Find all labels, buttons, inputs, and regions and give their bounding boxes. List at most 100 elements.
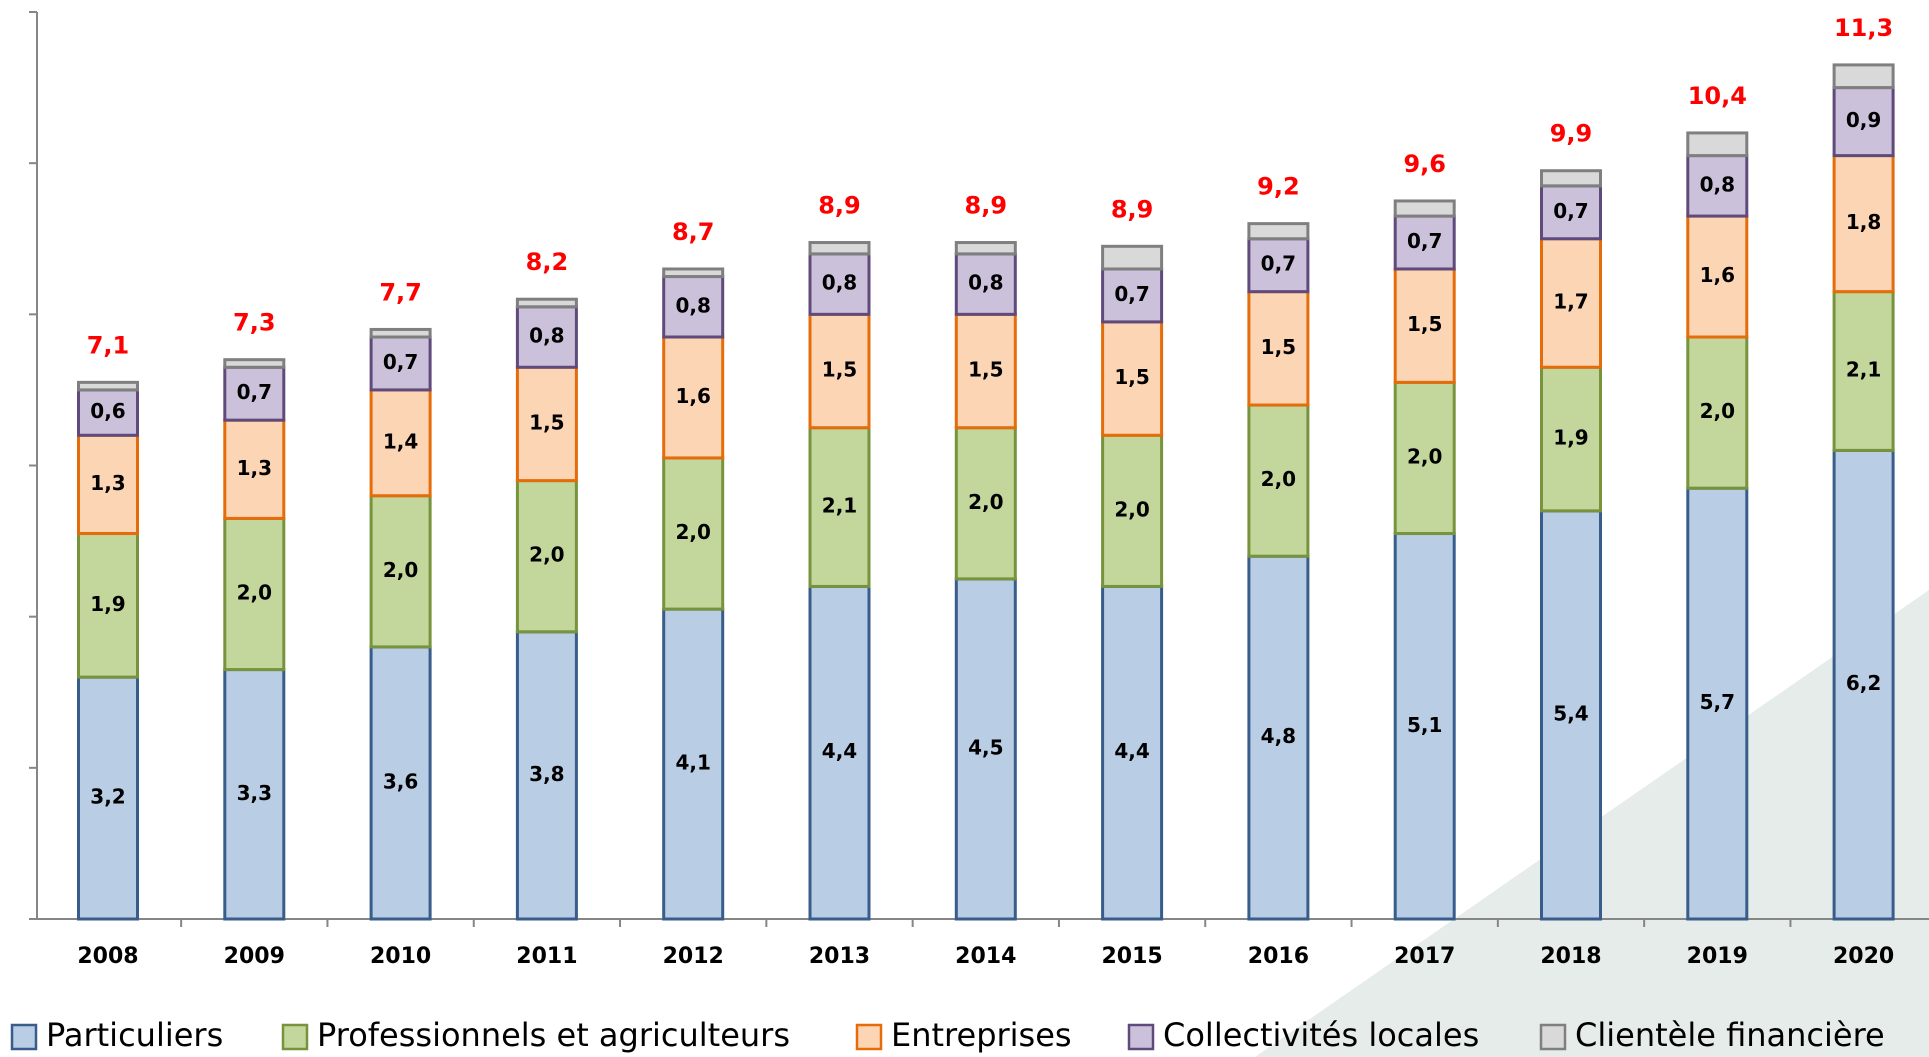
bar-segment bbox=[808, 426, 871, 588]
total-label: 7,3 bbox=[233, 309, 276, 337]
bar-segment bbox=[1393, 214, 1456, 271]
data-label: 0,8 bbox=[822, 271, 857, 295]
x-tick-label: 2016 bbox=[1248, 944, 1309, 969]
data-label: 2,0 bbox=[1114, 497, 1149, 521]
bar-segment bbox=[369, 327, 432, 339]
data-label: 2,0 bbox=[1700, 399, 1735, 423]
bar-segment bbox=[1393, 267, 1456, 384]
bar-segment bbox=[954, 577, 1017, 921]
bar-segment bbox=[1101, 320, 1164, 437]
legend-swatch bbox=[281, 1023, 309, 1051]
bar-segment bbox=[77, 388, 139, 437]
legend-swatch bbox=[1539, 1023, 1567, 1051]
x-tick-label: 2014 bbox=[955, 944, 1016, 969]
data-label: 6,2 bbox=[1846, 671, 1881, 695]
data-label: 0,8 bbox=[675, 293, 710, 317]
data-label: 0,7 bbox=[1261, 252, 1296, 276]
bar-segment bbox=[1832, 154, 1895, 294]
bar-segment bbox=[223, 365, 286, 422]
x-tick-label: 2009 bbox=[224, 944, 285, 969]
total-label: 9,2 bbox=[1257, 173, 1300, 201]
x-tick-label: 2010 bbox=[370, 944, 431, 969]
bar-segment bbox=[1686, 214, 1749, 339]
bar-segment bbox=[808, 252, 871, 316]
total-label: 8,9 bbox=[818, 192, 861, 220]
x-tick-label: 2013 bbox=[809, 944, 870, 969]
legend-label: Collectivités locales bbox=[1163, 1016, 1479, 1054]
bar-segment bbox=[223, 418, 286, 520]
data-label: 1,3 bbox=[237, 456, 272, 480]
bar-segment bbox=[1686, 335, 1749, 490]
data-label: 2,0 bbox=[529, 543, 564, 567]
data-label: 0,7 bbox=[383, 350, 418, 374]
total-label: 7,7 bbox=[379, 278, 422, 306]
x-tick-label: 2018 bbox=[1540, 944, 1601, 969]
data-label: 1,5 bbox=[1261, 335, 1296, 359]
data-label: 2,0 bbox=[1261, 467, 1296, 491]
data-label: 2,1 bbox=[1846, 358, 1881, 382]
data-label: 3,3 bbox=[237, 781, 272, 805]
data-label: 2,0 bbox=[383, 558, 418, 582]
total-label: 7,1 bbox=[87, 331, 130, 359]
data-label: 0,8 bbox=[1700, 172, 1735, 196]
data-label: 2,0 bbox=[1407, 444, 1442, 468]
bar-segment bbox=[1540, 184, 1602, 241]
data-label: 2,0 bbox=[675, 520, 710, 544]
data-label: 1,4 bbox=[383, 429, 418, 453]
bar-segment bbox=[1832, 86, 1895, 158]
legend-swatch bbox=[10, 1023, 38, 1051]
bar-segment bbox=[662, 335, 725, 460]
bar-segment bbox=[662, 456, 725, 611]
bar-segment bbox=[515, 305, 578, 369]
bar-segment bbox=[1247, 222, 1310, 241]
bar-segment bbox=[1393, 199, 1456, 218]
bar-segment bbox=[1540, 509, 1602, 921]
data-label: 3,6 bbox=[383, 769, 418, 793]
data-label: 0,7 bbox=[1553, 199, 1588, 223]
data-label: 0,8 bbox=[968, 271, 1003, 295]
data-label: 1,3 bbox=[90, 471, 125, 495]
data-label: 0,7 bbox=[1407, 229, 1442, 253]
data-label: 1,8 bbox=[1846, 210, 1881, 234]
bar-segment bbox=[515, 365, 578, 483]
legend-label: Clientèle financière bbox=[1575, 1016, 1885, 1054]
legend-label: Particuliers bbox=[46, 1016, 223, 1054]
bar-segment bbox=[1832, 290, 1895, 452]
bar-segment bbox=[1247, 403, 1310, 558]
data-label: 2,1 bbox=[822, 494, 857, 518]
bar-segment bbox=[515, 297, 578, 309]
bar-segment bbox=[77, 433, 139, 536]
bar-segment bbox=[1247, 290, 1310, 407]
total-label: 8,9 bbox=[965, 192, 1008, 220]
data-label: 1,5 bbox=[822, 358, 857, 382]
legend-swatch bbox=[1127, 1023, 1155, 1051]
data-label: 5,1 bbox=[1407, 713, 1442, 737]
data-label: 3,8 bbox=[529, 762, 564, 786]
x-tick-label: 2019 bbox=[1687, 944, 1748, 969]
bar-segment bbox=[662, 267, 725, 279]
x-tick-label: 2008 bbox=[77, 944, 138, 969]
data-label: 2,0 bbox=[237, 580, 272, 604]
x-tick-label: 2015 bbox=[1101, 944, 1162, 969]
bar-segment bbox=[1832, 63, 1895, 90]
total-label: 11,3 bbox=[1834, 14, 1893, 42]
data-label: 0,6 bbox=[90, 399, 125, 423]
data-label: 1,6 bbox=[675, 384, 710, 408]
data-label: 2,0 bbox=[968, 490, 1003, 514]
x-tick-label: 2012 bbox=[663, 944, 724, 969]
total-label: 9,6 bbox=[1403, 150, 1446, 178]
legend-swatch bbox=[855, 1023, 883, 1051]
data-label: 1,7 bbox=[1553, 289, 1588, 313]
bar-segment bbox=[1686, 131, 1749, 158]
bar-segment bbox=[1540, 237, 1602, 369]
data-label: 4,5 bbox=[968, 735, 1003, 759]
total-label: 8,2 bbox=[526, 248, 569, 276]
data-label: 1,9 bbox=[90, 592, 125, 616]
bar-segment bbox=[662, 607, 725, 921]
data-label: 5,4 bbox=[1553, 701, 1588, 725]
legend-label: Entreprises bbox=[891, 1016, 1072, 1054]
total-label: 8,9 bbox=[1111, 195, 1154, 223]
bar-segment bbox=[369, 645, 432, 921]
data-label: 1,5 bbox=[1407, 312, 1442, 336]
